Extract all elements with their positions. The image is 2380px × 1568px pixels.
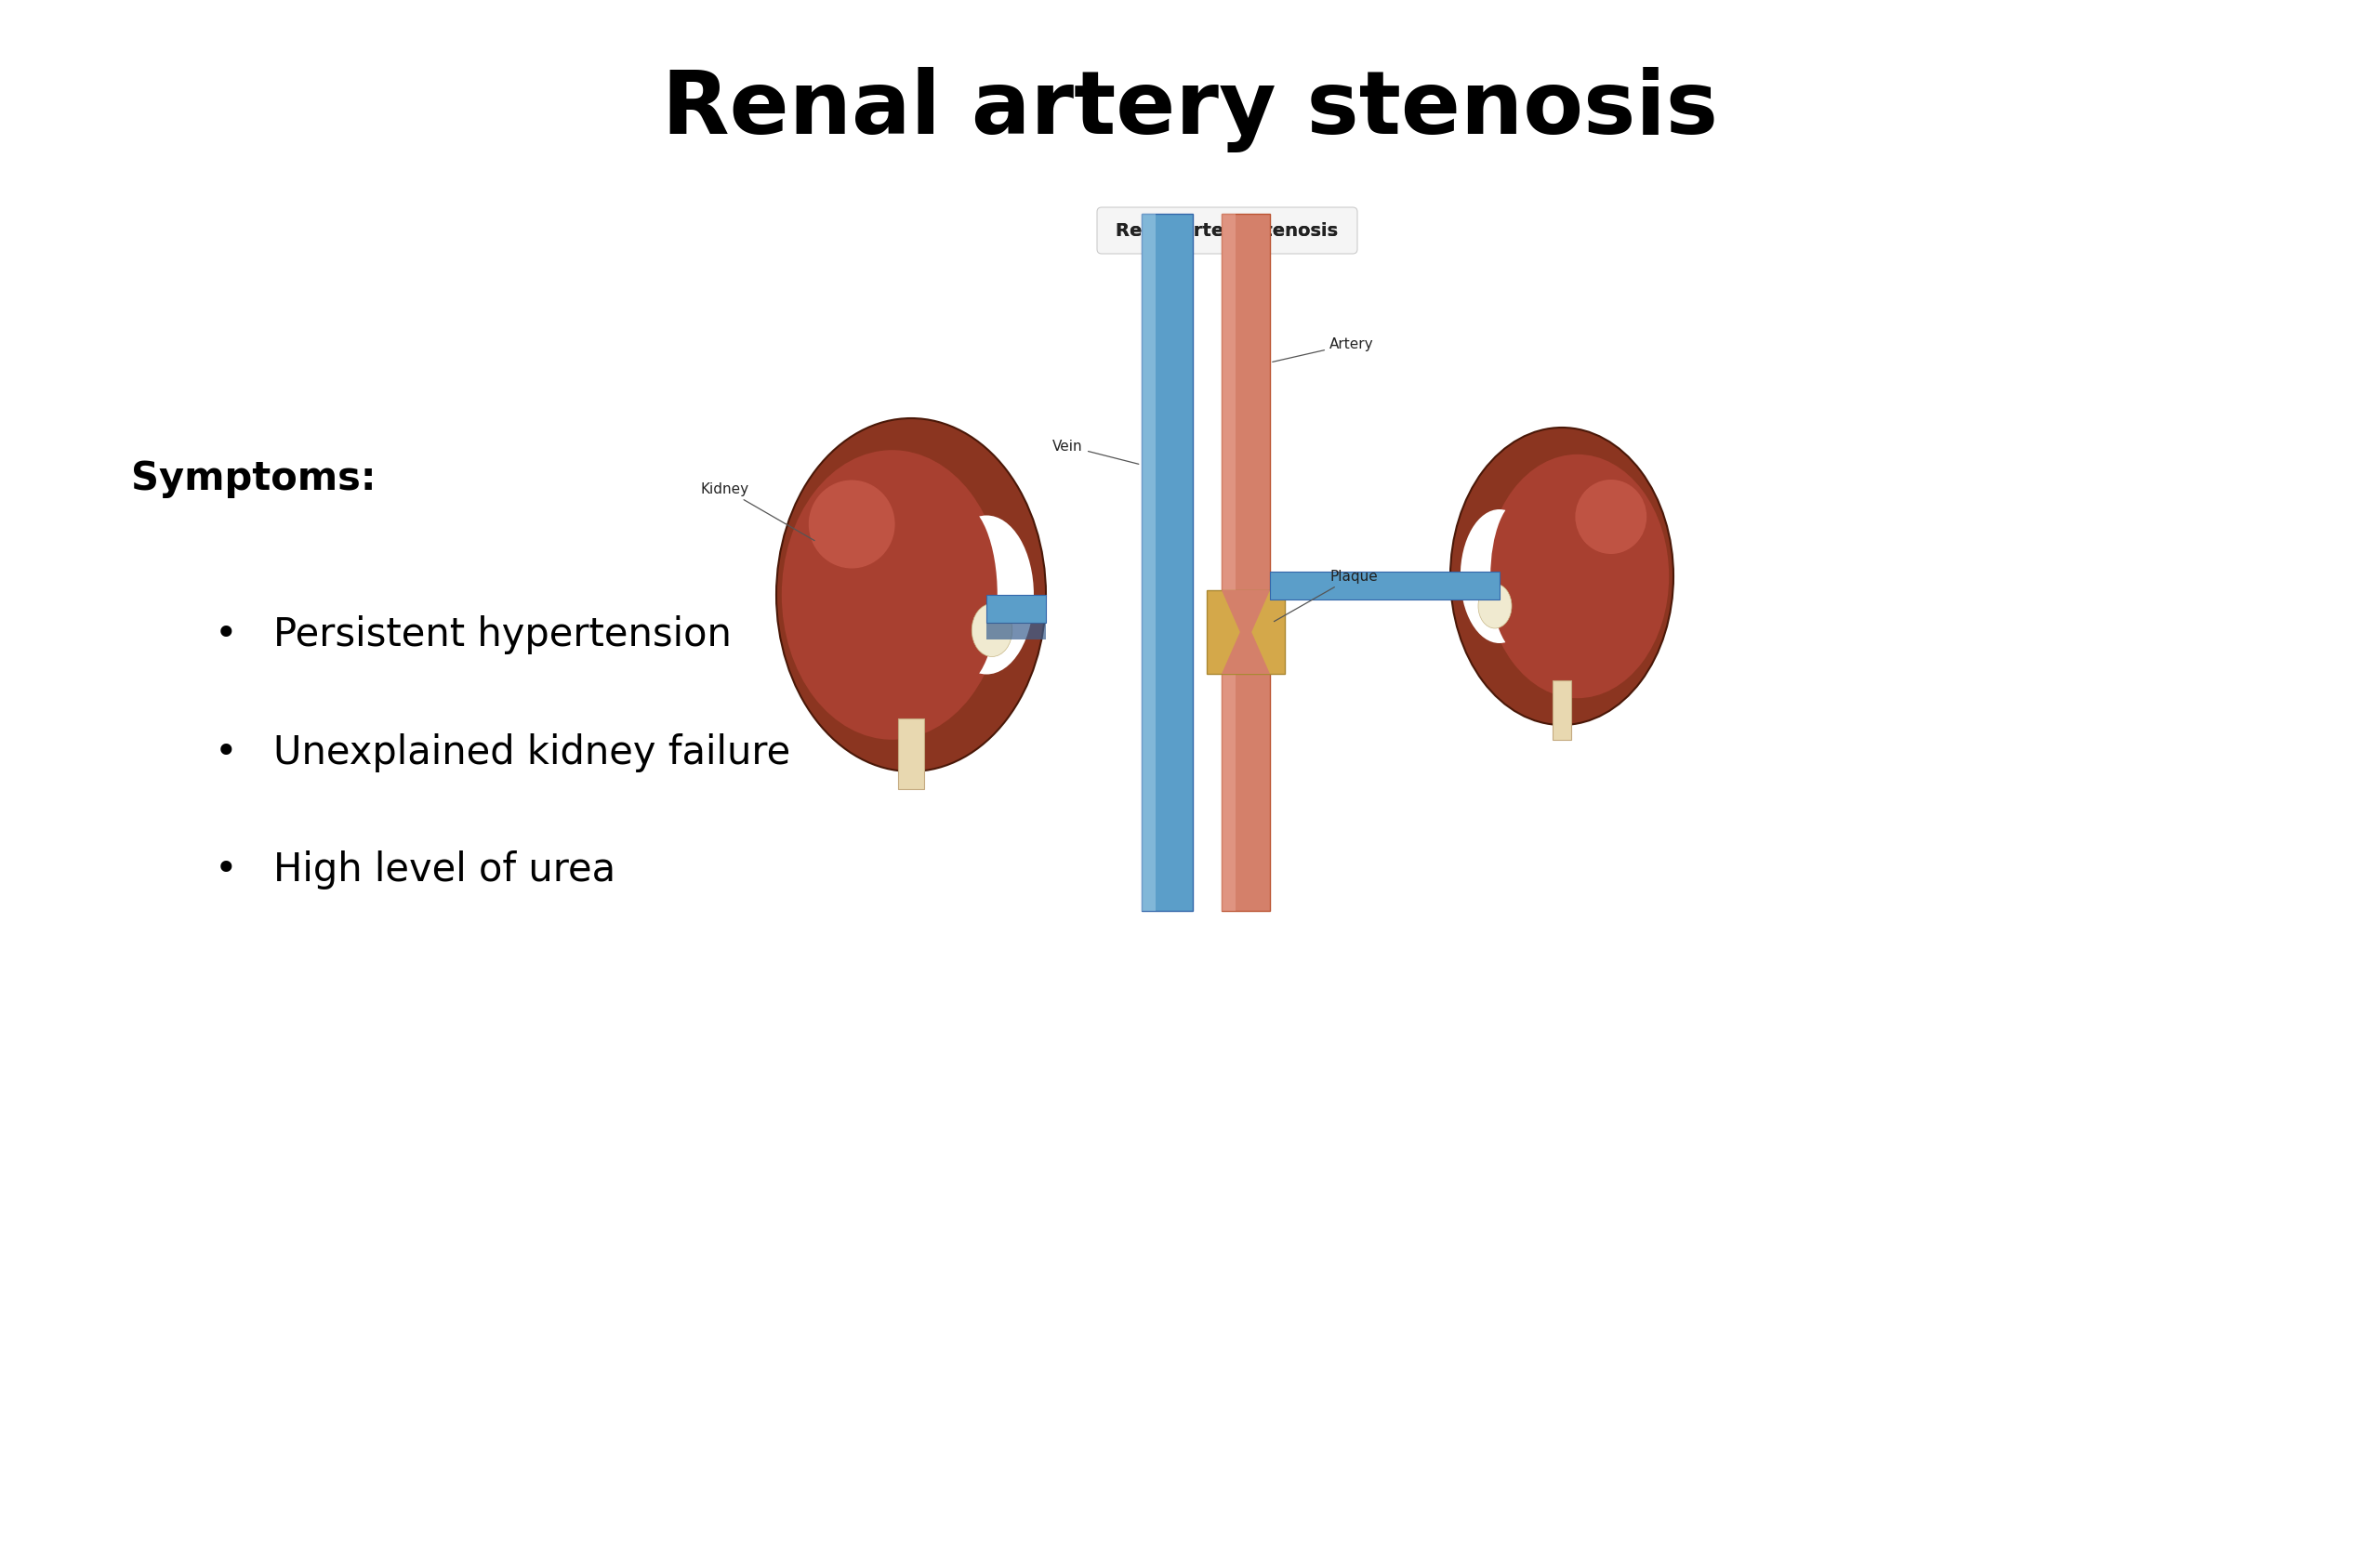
- Bar: [1221, 590, 1271, 674]
- Ellipse shape: [1449, 428, 1673, 724]
- Ellipse shape: [1576, 480, 1647, 554]
- Bar: [988, 622, 1045, 640]
- Text: •: •: [214, 851, 238, 889]
- Ellipse shape: [776, 419, 1045, 771]
- Bar: [988, 594, 1045, 622]
- Ellipse shape: [1478, 583, 1511, 629]
- Bar: [1221, 213, 1271, 911]
- Text: •: •: [214, 734, 238, 771]
- Bar: [1271, 572, 1499, 599]
- Polygon shape: [1221, 590, 1271, 674]
- Text: Renal artery stenosis: Renal artery stenosis: [662, 67, 1718, 152]
- Ellipse shape: [1461, 510, 1537, 643]
- Ellipse shape: [940, 516, 1033, 674]
- Text: •: •: [214, 616, 238, 654]
- Text: Vein: Vein: [1052, 439, 1138, 464]
- Ellipse shape: [921, 503, 997, 687]
- Bar: [1207, 590, 1285, 674]
- Text: Renal Artery Stenosis: Renal Artery Stenosis: [1116, 221, 1338, 240]
- Text: Kidney: Kidney: [700, 481, 814, 541]
- Text: Unexplained kidney failure: Unexplained kidney failure: [274, 734, 790, 771]
- Ellipse shape: [809, 480, 895, 568]
- Ellipse shape: [781, 450, 1002, 740]
- Text: Renal Artery Stenosis: Renal Artery Stenosis: [1116, 221, 1338, 240]
- Text: Artery: Artery: [1273, 337, 1373, 362]
- Text: Persistent hypertension: Persistent hypertension: [274, 616, 733, 654]
- Ellipse shape: [1485, 455, 1668, 698]
- Bar: [1221, 213, 1235, 911]
- Text: High level of urea: High level of urea: [274, 851, 616, 889]
- Bar: [1552, 681, 1571, 740]
- Ellipse shape: [971, 604, 1012, 657]
- Bar: [1140, 213, 1157, 911]
- Text: Symptoms:: Symptoms:: [131, 459, 376, 497]
- Bar: [1140, 213, 1192, 911]
- Text: Plaque: Plaque: [1273, 569, 1378, 621]
- FancyBboxPatch shape: [1097, 207, 1357, 254]
- Bar: [897, 718, 923, 789]
- Ellipse shape: [1490, 499, 1552, 654]
